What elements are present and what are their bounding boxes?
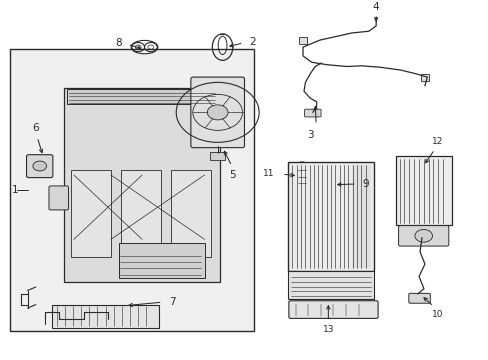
FancyBboxPatch shape [10, 49, 254, 331]
Circle shape [33, 161, 46, 171]
FancyBboxPatch shape [119, 243, 204, 278]
FancyBboxPatch shape [288, 301, 377, 318]
Text: 9: 9 [362, 179, 368, 189]
FancyBboxPatch shape [408, 293, 429, 303]
FancyBboxPatch shape [26, 155, 53, 177]
FancyBboxPatch shape [66, 89, 217, 104]
Circle shape [207, 105, 227, 120]
FancyBboxPatch shape [49, 186, 68, 210]
FancyBboxPatch shape [299, 36, 306, 44]
Text: 12: 12 [431, 137, 443, 146]
FancyBboxPatch shape [64, 88, 220, 282]
FancyBboxPatch shape [420, 73, 428, 81]
Circle shape [414, 229, 431, 242]
Text: 3: 3 [307, 130, 313, 140]
Text: 5: 5 [229, 170, 236, 180]
FancyBboxPatch shape [170, 170, 210, 257]
FancyBboxPatch shape [210, 152, 224, 160]
FancyBboxPatch shape [288, 271, 373, 299]
FancyBboxPatch shape [52, 305, 159, 328]
FancyBboxPatch shape [352, 165, 370, 267]
FancyBboxPatch shape [190, 77, 244, 148]
FancyBboxPatch shape [398, 226, 448, 246]
FancyBboxPatch shape [121, 170, 161, 257]
Text: 1: 1 [11, 185, 18, 195]
Text: 4: 4 [372, 2, 379, 12]
Text: 11: 11 [263, 169, 274, 178]
Text: 8: 8 [115, 38, 122, 48]
FancyBboxPatch shape [288, 162, 373, 271]
FancyBboxPatch shape [71, 170, 111, 257]
Text: 7: 7 [168, 297, 175, 307]
FancyBboxPatch shape [297, 165, 306, 187]
Ellipse shape [297, 162, 306, 167]
FancyBboxPatch shape [304, 109, 321, 117]
FancyBboxPatch shape [395, 157, 451, 225]
Ellipse shape [297, 185, 306, 190]
Text: 2: 2 [249, 37, 256, 47]
Text: 13: 13 [322, 325, 333, 334]
Text: 6: 6 [32, 123, 39, 133]
Text: 10: 10 [431, 310, 443, 319]
